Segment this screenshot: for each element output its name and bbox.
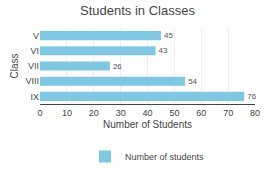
svg-text:0: 0 [37, 108, 42, 118]
svg-text:30: 30 [116, 108, 126, 118]
svg-text:43: 43 [159, 46, 168, 55]
svg-text:VIII: VIII [25, 76, 39, 86]
svg-text:54: 54 [188, 77, 197, 86]
svg-text:Class: Class [9, 53, 20, 78]
svg-text:60: 60 [196, 108, 206, 118]
svg-text:20: 20 [89, 108, 99, 118]
svg-text:10: 10 [62, 108, 72, 118]
svg-text:70: 70 [223, 108, 233, 118]
svg-text:V: V [33, 31, 39, 41]
svg-text:Number of Students: Number of Students [103, 119, 192, 130]
svg-text:26: 26 [113, 62, 122, 71]
svg-text:Number of students: Number of students [125, 152, 204, 162]
svg-text:IX: IX [30, 92, 39, 102]
svg-text:50: 50 [169, 108, 179, 118]
svg-text:VI: VI [30, 46, 39, 56]
svg-text:VII: VII [28, 61, 39, 71]
svg-text:80: 80 [250, 108, 260, 118]
svg-text:45: 45 [164, 31, 173, 40]
svg-text:Students in Classes: Students in Classes [80, 3, 195, 18]
svg-text:40: 40 [142, 108, 152, 118]
svg-text:76: 76 [247, 92, 256, 101]
